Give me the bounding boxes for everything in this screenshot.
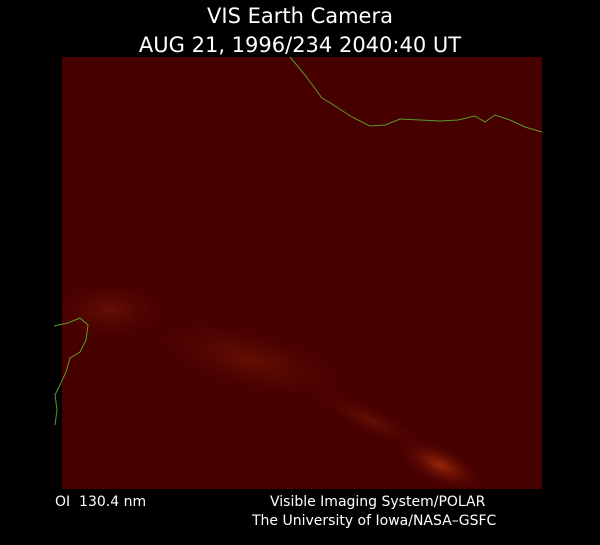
image-field (62, 57, 542, 489)
instrument-label: Visible Imaging System/POLAR (270, 494, 486, 510)
image (62, 57, 542, 489)
coastline (289, 56, 543, 133)
image-title: VIS Earth Camera (207, 4, 393, 28)
aurora-glow (124, 308, 376, 412)
filter-label: OI 130.4 nm (55, 494, 146, 510)
credit-label: The University of Iowa/NASA–GSFC (251, 513, 497, 529)
coastline (53, 317, 89, 426)
aurora-glow (306, 386, 434, 454)
image-timestamp: AUG 21, 1996/234 2040:40 UT (139, 33, 461, 57)
